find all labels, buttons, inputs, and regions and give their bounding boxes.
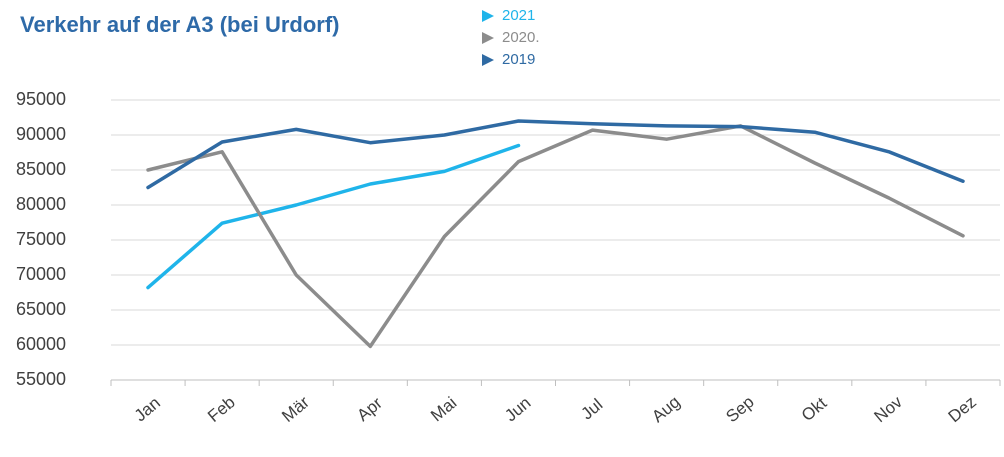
legend-marker [482,32,494,44]
x-tick-label: Apr [353,393,386,425]
x-tick-label: Nov [871,392,907,426]
legend-marker [482,10,494,22]
y-tick-label: 85000 [16,159,66,179]
x-tick-label: Jul [577,395,606,424]
chart-title: Verkehr auf der A3 (bei Urdorf) [20,12,339,37]
legend-marker [482,54,494,66]
series-line [146,143,521,290]
x-tick-label: Sep [722,392,757,426]
x-tick-label: Dez [945,392,980,426]
y-tick-label: 55000 [16,369,66,389]
y-tick-label: 80000 [16,194,66,214]
x-tick-label: Jan [131,393,164,425]
x-tick-label: Feb [204,393,239,426]
series-line [146,124,965,349]
y-tick-label: 95000 [16,89,66,109]
legend-label: 2019 [502,51,535,68]
y-tick-label: 75000 [16,229,66,249]
y-tick-label: 90000 [16,124,66,144]
x-tick-label: Mai [427,393,460,425]
series-line [146,119,965,190]
y-tick-label: 65000 [16,299,66,319]
legend-label: 2021 [502,7,535,24]
legend-label: 2020. [502,29,540,46]
x-tick-label: Okt [798,393,831,425]
x-tick-label: Aug [648,392,683,426]
y-tick-label: 70000 [16,264,66,284]
y-tick-label: 60000 [16,334,66,354]
x-tick-label: Mär [278,392,313,426]
x-tick-label: Jun [501,393,534,425]
